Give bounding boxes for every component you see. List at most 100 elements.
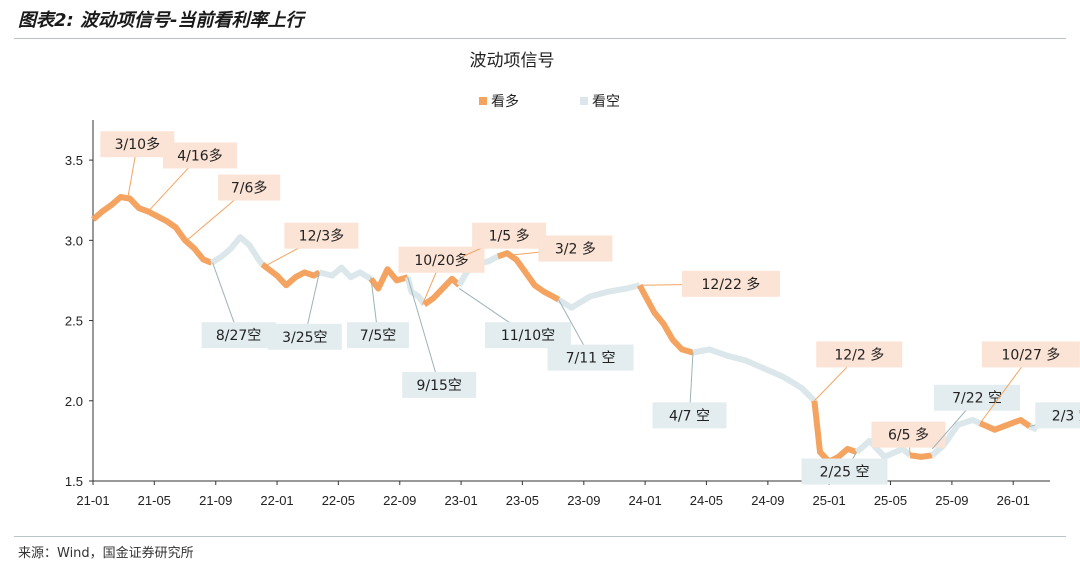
series-long-segment-11 xyxy=(636,283,694,356)
series-short-segment-2 xyxy=(210,234,265,267)
annotation-box xyxy=(485,322,572,349)
annotation-box xyxy=(398,246,485,273)
annotation-label: 4/7 空 xyxy=(669,408,710,424)
y-tick-label: 3.5 xyxy=(65,153,83,168)
series-short-segment-10 xyxy=(557,282,641,311)
x-tick-label: 22-01 xyxy=(260,493,293,508)
x-tick-label: 21-01 xyxy=(76,493,109,508)
series-short-segment-6 xyxy=(404,276,427,307)
series-long-segment-5 xyxy=(368,266,409,292)
x-tick-label: 22-09 xyxy=(383,493,416,508)
annotation-long: 10/20多 xyxy=(398,246,485,305)
series-long-segment-17 xyxy=(978,417,1032,433)
series-long-segment-9 xyxy=(496,250,561,303)
source-note: 来源：Wind，国金证券研究所 xyxy=(18,546,194,561)
annotation-box xyxy=(816,341,903,368)
x-tick-label: 26-01 xyxy=(997,493,1030,508)
annotation-label: 12/2 多 xyxy=(834,346,884,363)
legend-label-long: 看多 xyxy=(491,93,519,110)
series-layer xyxy=(91,194,1039,465)
annotation-long: 3/2 多 xyxy=(497,235,613,262)
annotation-box xyxy=(346,322,409,349)
annotation-short: 7/5空 xyxy=(346,277,409,349)
y-tick-label: 2.0 xyxy=(65,394,83,409)
annotation-box xyxy=(267,323,342,350)
annotation-box xyxy=(801,458,888,485)
legend-swatch-short xyxy=(580,97,588,105)
x-tick-label: 25-05 xyxy=(874,493,907,508)
annotation-long: 12/3多 xyxy=(262,222,359,269)
chart-title: 波动项信号 xyxy=(470,51,555,71)
annotation-label: 2/25 空 xyxy=(820,465,870,481)
annotation-box xyxy=(1035,402,1080,429)
annotation-label: 12/3多 xyxy=(299,228,344,245)
legend-label-short: 看空 xyxy=(592,94,620,110)
annotation-long: 7/6多 xyxy=(186,174,281,241)
annotation-short: 9/15空 xyxy=(402,277,477,398)
series-short-segment-4 xyxy=(318,264,373,282)
annotation-label: 7/11 空 xyxy=(566,351,616,367)
annotation-label: 10/27 多 xyxy=(1002,346,1061,363)
x-tick-label: 21-09 xyxy=(199,493,232,508)
annotation-label: 7/22 空 xyxy=(952,391,1002,407)
annotation-box xyxy=(402,371,477,398)
annotation-label: 3/10多 xyxy=(115,136,160,153)
x-tick-label: 25-09 xyxy=(935,493,968,508)
top-divider xyxy=(14,38,1066,39)
annotation-label: 9/15空 xyxy=(416,378,461,394)
legend: 看多 看空 xyxy=(479,93,620,110)
annotation-short: 2/3 空 xyxy=(1029,402,1080,429)
annotation-long: 10/27 多 xyxy=(979,341,1080,424)
annotation-label: 12/22 多 xyxy=(702,276,761,293)
annotation-box xyxy=(681,270,780,297)
annotation-box xyxy=(547,344,634,371)
annotation-box xyxy=(162,142,237,169)
annotation-box xyxy=(284,222,359,249)
figure-title: 图表2: 波动项信号-当前看利率上行 xyxy=(18,10,304,31)
legend-swatch-long xyxy=(479,97,487,105)
annotation-short: 11/10空 xyxy=(458,288,572,349)
x-tick-label: 24-05 xyxy=(690,493,723,508)
annotation-label: 1/5 多 xyxy=(489,228,530,245)
x-tick-label: 25-01 xyxy=(813,493,846,508)
annotation-label: 4/16多 xyxy=(177,147,222,164)
annotation-label: 3/25空 xyxy=(282,330,327,346)
series-short-segment-18 xyxy=(1028,423,1039,433)
annotation-label: 10/20多 xyxy=(414,252,468,269)
series-long-segment-1 xyxy=(91,194,213,266)
annotation-box xyxy=(652,402,727,429)
y-tick-label: 3.0 xyxy=(65,233,83,248)
annotation-box xyxy=(201,322,276,349)
series-long-segment-3 xyxy=(260,262,321,289)
annotation-label: 7/5空 xyxy=(360,328,397,344)
annotation-long: 4/16多 xyxy=(147,142,237,212)
x-tick-label: 22-05 xyxy=(322,493,355,508)
annotation-long: 12/2 多 xyxy=(814,341,903,402)
x-tick-label: 23-09 xyxy=(567,493,600,508)
annotation-box xyxy=(472,222,547,249)
series-long-segment-15 xyxy=(909,452,933,460)
annotation-box xyxy=(981,341,1080,368)
x-tick-label: 23-01 xyxy=(444,493,477,508)
annotation-long: 1/5 多 xyxy=(462,222,547,257)
x-tick-label: 21-05 xyxy=(138,493,171,508)
annotation-label: 3/2 多 xyxy=(555,241,596,258)
annotation-short: 2/25 空 xyxy=(801,451,888,485)
annotation-layer: 3/10多 4/16多 7/6多 8/27空 12/3多 3/25空 7/5空 10/20多 9… xyxy=(100,131,1080,485)
annotation-label: 7/6多 xyxy=(231,180,268,197)
series-short-segment-16 xyxy=(930,417,982,458)
annotation-label: 11/10空 xyxy=(501,328,555,344)
annotation-short: 4/7 空 xyxy=(652,352,727,429)
annotation-box xyxy=(538,235,613,262)
series-short-segment-14 xyxy=(854,437,913,460)
annotation-long: 3/10多 xyxy=(100,131,175,198)
y-tick-label: 1.5 xyxy=(65,474,83,489)
annotation-label: 6/5 多 xyxy=(888,427,929,444)
annotation-short: 3/25空 xyxy=(267,272,342,350)
series-short-segment-12 xyxy=(692,346,817,403)
annotation-box xyxy=(218,174,281,201)
annotation-box xyxy=(871,421,946,448)
x-tick-label: 24-01 xyxy=(628,493,661,508)
annotation-short: 7/22 空 xyxy=(931,384,1021,450)
axes: 1.5 2.0 2.5 3.0 3.5 21-01 21-05 21-09 22-01 22-05… xyxy=(65,120,1050,508)
